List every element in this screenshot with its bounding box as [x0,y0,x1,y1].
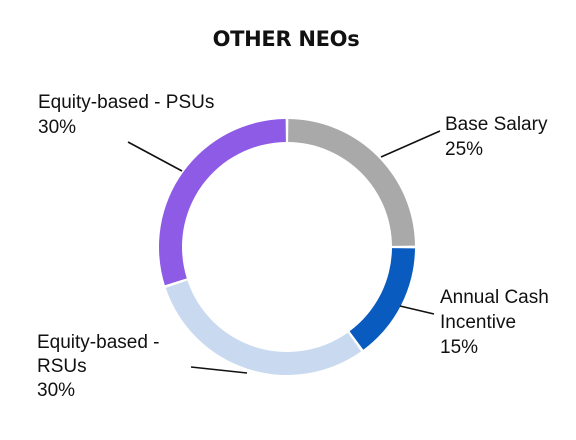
slice-label-annual-cash-incentive: Annual Cash Incentive [440,287,554,333]
slice-value-base-salary: 25% [445,139,483,160]
slice-value-annual-cash-incentive: 15% [440,337,478,358]
leader-line-rsus [190,366,248,374]
slice-value-rsus: 30% [37,380,75,401]
slice-label-rsus-line-1: Equity-based - [37,332,160,353]
donut-slices [159,119,415,375]
slice-label-annual-cash-incentive-line-1: Annual Cash [440,287,549,308]
slice-label-annual-cash-incentive-line-2: Incentive [440,312,516,333]
slice-value-psus: 30% [38,117,76,138]
slice-label-rsus-line-2: RSUs [37,356,87,377]
donut-slice-equity-based-rsus [165,280,362,375]
donut-slice-base-salary [288,119,415,246]
leader-line-annual-cash-incentive [399,305,435,315]
slice-label-psus: Equity-based - PSUs [38,92,214,113]
chart-title: OTHER NEOs [213,27,360,51]
leader-line-base-salary [380,130,441,158]
donut-slice-equity-based-psus [159,119,286,286]
slice-label-base-salary: Base Salary [445,114,548,135]
leader-line-psus [127,141,183,172]
slice-label-rsus: Equity-based - RSUs [37,332,165,377]
donut-slice-annual-cash-incentive [349,248,415,350]
